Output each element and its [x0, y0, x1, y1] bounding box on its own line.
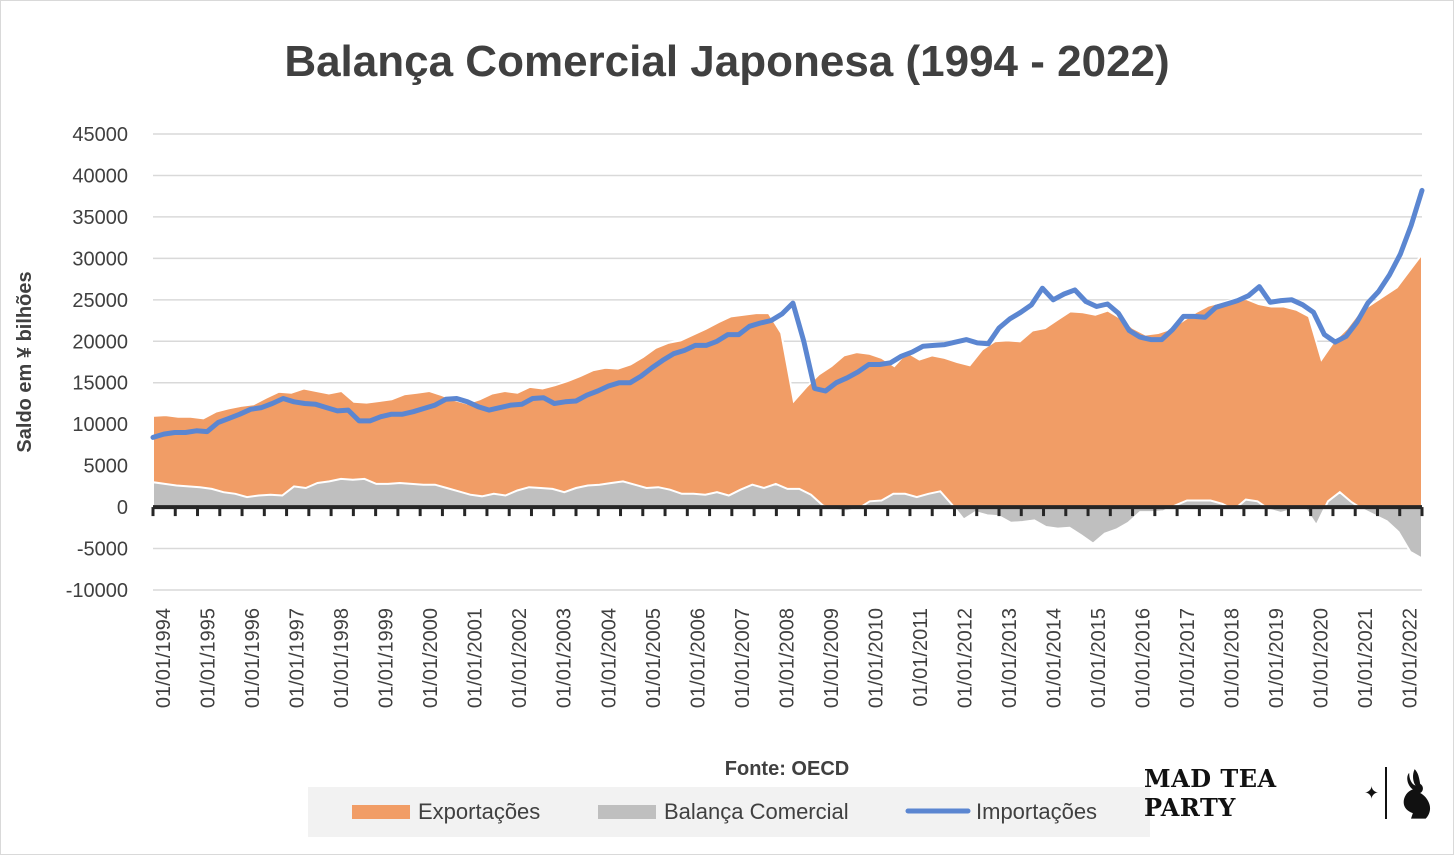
- x-tick-label: 01/01/2012: [955, 608, 977, 708]
- x-tick-label: 01/01/2014: [1044, 608, 1066, 708]
- x-tick-label: 01/01/2021: [1355, 608, 1377, 708]
- brand-divider: [1385, 767, 1387, 819]
- x-tick-label: 01/01/2011: [910, 608, 932, 707]
- x-tick-label: 01/01/1996: [242, 608, 264, 708]
- chart-title: Balança Comercial Japonesa (1994 - 2022): [284, 37, 1169, 86]
- y-tick-label: 0: [117, 497, 128, 519]
- x-axis-label: Fonte: OECD: [725, 758, 849, 780]
- x-tick-label: 01/01/2010: [865, 608, 887, 708]
- x-tick-label: 01/01/1995: [198, 608, 220, 708]
- x-tick-label: 01/01/2019: [1266, 608, 1288, 708]
- brand-name: MAD TEA PARTY: [1144, 764, 1358, 822]
- y-tick-label: 10000: [72, 414, 128, 436]
- brand-logo: MAD TEA PARTY ✦: [1144, 762, 1444, 824]
- x-tick-label: 01/01/1997: [287, 608, 309, 708]
- legend-label: Importações: [976, 799, 1097, 824]
- x-tick-label: 01/01/2000: [420, 608, 442, 708]
- x-tick-labels: 01/01/1994 01/01/1995 01/01/1996 01/01/1997…: [153, 608, 1422, 708]
- x-tick-label: 01/01/2018: [1222, 608, 1244, 708]
- x-tick-label: 01/01/2015: [1088, 608, 1110, 708]
- y-tick-label: 5000: [84, 456, 129, 478]
- y-tick-label: 35000: [72, 207, 128, 229]
- legend: Exportações Balança Comercial Importações: [352, 799, 1097, 824]
- x-tick-label: 01/01/2020: [1311, 608, 1333, 708]
- x-axis: [153, 507, 1422, 516]
- x-tick-label: 01/01/2008: [776, 608, 798, 708]
- legend-swatch: [598, 805, 656, 819]
- x-tick-label: 01/01/2022: [1400, 608, 1422, 708]
- chart-svg: 45000 40000 35000 30000 25000 20000 15000 10000…: [0, 0, 1456, 857]
- y-tick-labels: 45000 40000 35000 30000 25000 20000 15000 10000…: [66, 124, 128, 602]
- sparkle-icon: ✦: [1364, 783, 1379, 804]
- y-tick-label: 40000: [72, 165, 128, 187]
- y-tick-label: 30000: [72, 248, 128, 270]
- y-tick-label: 15000: [72, 373, 128, 395]
- y-tick-label: -5000: [77, 539, 128, 561]
- x-tick-label: 01/01/2013: [999, 608, 1021, 708]
- legend-label: Exportações: [418, 799, 540, 824]
- y-tick-label: -10000: [66, 580, 128, 602]
- area-exporta-es: [153, 254, 1422, 507]
- y-tick-label: 25000: [72, 290, 128, 312]
- x-tick-label: 01/01/2005: [643, 608, 665, 708]
- x-tick-label: 01/01/2009: [821, 608, 843, 708]
- x-tick-label: 01/01/1999: [376, 608, 398, 708]
- y-axis-label: Saldo em ¥ bilhões: [14, 271, 36, 452]
- x-tick-label: 01/01/1998: [331, 608, 353, 708]
- x-tick-label: 01/01/1994: [153, 608, 175, 708]
- x-tick-label: 01/01/2007: [732, 608, 754, 708]
- y-tick-label: 20000: [72, 331, 128, 353]
- rabbit-silhouette-icon: [1389, 763, 1444, 823]
- x-tick-label: 01/01/2006: [687, 608, 709, 708]
- x-tick-label: 01/01/2017: [1177, 608, 1199, 708]
- x-tick-label: 01/01/2003: [554, 608, 576, 708]
- legend-swatch: [352, 805, 410, 819]
- x-tick-label: 01/01/2001: [465, 608, 487, 708]
- y-tick-label: 45000: [72, 124, 128, 146]
- legend-label: Balança Comercial: [664, 799, 849, 824]
- x-tick-label: 01/01/2002: [509, 608, 531, 708]
- x-tick-label: 01/01/2016: [1133, 608, 1155, 708]
- x-tick-label: 01/01/2004: [598, 608, 620, 708]
